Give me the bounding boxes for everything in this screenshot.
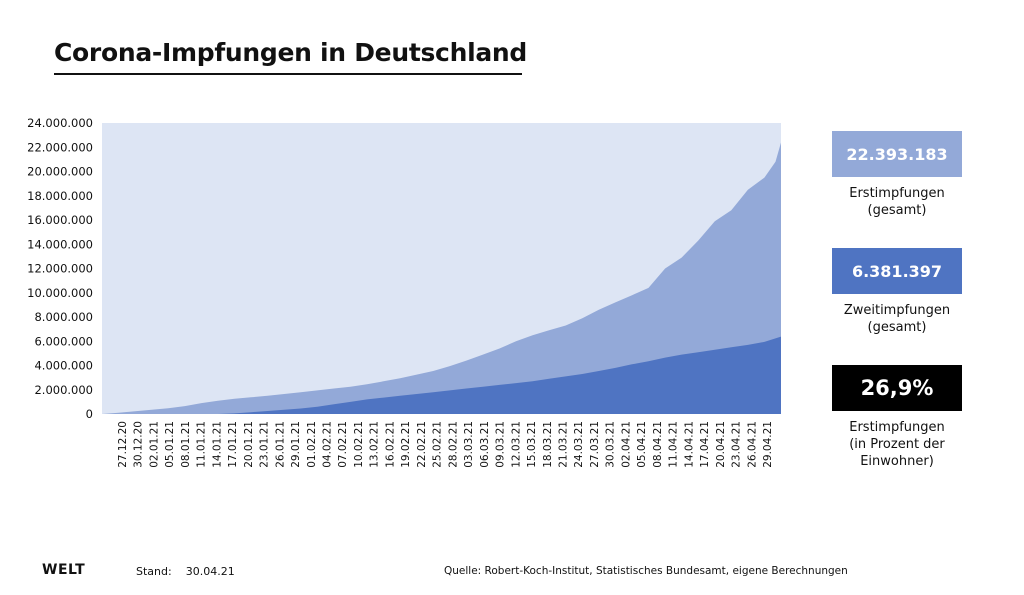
x-tick-label: 05.04.21 [636,421,648,468]
x-tick-label: 11.04.21 [668,421,680,468]
x-tick-label: 08.04.21 [652,421,664,468]
x-tick-label: 14.01.21 [211,421,223,468]
area-chart: 0 2.000.000 4.000.000 6.000.000 8.000.000 10.… [27,116,781,468]
x-tick-label: 23.04.21 [731,421,743,468]
y-tick-label: 6.000.000 [34,334,93,348]
x-tick-label: 18.03.21 [542,421,554,468]
stand-label: Stand: [136,565,172,578]
x-tick-label: 14.04.21 [683,421,695,468]
x-tick-label: 26.04.21 [746,421,758,468]
stand-date: Stand: 30.04.21 [136,565,235,578]
x-tick-label: 27.03.21 [589,421,601,468]
y-tick-label: 2.000.000 [34,383,93,397]
welt-logo: WELT [42,562,86,578]
x-tick-label: 20.04.21 [715,421,727,468]
y-tick-label: 24.000.000 [27,116,93,130]
stat-percent-value: 26,9% [832,365,962,411]
stat-erstimpfungen: 22.393.183 Erstimpfungen (gesamt) [832,131,962,219]
x-tick-label: 17.04.21 [699,421,711,468]
x-tick-label: 23.01.21 [259,421,271,468]
stat-erstimpfungen-label: Erstimpfungen (gesamt) [849,186,945,218]
series-area-erstimpfungen [102,142,781,414]
x-tick-label: 20.01.21 [243,421,255,468]
x-tick-label: 12.03.21 [510,421,522,468]
x-tick-label: 13.02.21 [369,421,381,468]
stat-percent: 26,9% Erstimpfungen (in Prozent der Einw… [832,365,962,470]
x-tick-label: 17.01.21 [227,421,239,468]
stat-percent-label: Erstimpfungen (in Prozent der Einwohner) [849,420,945,469]
y-tick-label: 4.000.000 [34,359,93,373]
series-area-zweitimpfungen [102,336,781,414]
x-tick-label: 09.03.21 [495,421,507,468]
x-tick-label: 30.12.20 [133,421,145,468]
x-tick-label: 30.03.21 [605,421,617,468]
x-tick-label: 03.03.21 [463,421,475,468]
source-note: Quelle: Robert-Koch-Institut, Statistisc… [444,565,848,577]
stat-zweitimpfungen-label: Zweitimpfungen (gesamt) [843,303,951,335]
y-tick-label: 10.000.000 [27,286,93,300]
x-tick-label: 02.01.21 [149,421,161,468]
x-tick-label: 29.04.21 [762,421,774,468]
y-tick-label: 12.000.000 [27,262,93,276]
y-tick-label: 0 [86,407,93,421]
y-tick-label: 14.000.000 [27,237,93,251]
stat-erstimpfungen-value: 22.393.183 [832,131,962,177]
x-tick-label: 19.02.21 [400,421,412,468]
title-underline [54,73,522,75]
x-tick-label: 26.01.21 [274,421,286,468]
x-tick-label: 11.01.21 [196,421,208,468]
x-tick-label: 08.01.21 [180,421,192,468]
x-tick-label: 10.02.21 [353,421,365,468]
stat-zweitimpfungen: 6.381.397 Zweitimpfungen (gesamt) [832,248,962,336]
x-tick-label: 07.02.21 [337,421,349,468]
x-tick-label: 01.02.21 [306,421,318,468]
x-tick-label: 28.02.21 [447,421,459,468]
x-tick-label: 22.02.21 [416,421,428,468]
page-title: Corona-Impfungen in Deutschland [54,38,528,67]
x-tick-label: 04.02.21 [322,421,334,468]
x-tick-label: 24.03.21 [573,421,585,468]
stat-zweitimpfungen-value: 6.381.397 [832,248,962,294]
y-tick-label: 8.000.000 [34,310,93,324]
x-tick-label: 25.02.21 [432,421,444,468]
y-tick-label: 18.000.000 [27,189,93,203]
x-tick-label: 29.01.21 [290,421,302,468]
stand-value: 30.04.21 [185,565,235,578]
y-tick-label: 16.000.000 [27,213,93,227]
y-tick-label: 20.000.000 [27,165,93,179]
x-tick-label: 15.03.21 [526,421,538,468]
x-tick-label: 21.03.21 [558,421,570,468]
x-tick-label: 27.12.20 [117,421,129,468]
x-tick-label: 06.03.21 [479,421,491,468]
x-tick-label: 02.04.21 [620,421,632,468]
x-tick-label: 16.02.21 [384,421,396,468]
y-tick-label: 22.000.000 [27,140,93,154]
x-tick-label: 05.01.21 [164,421,176,468]
